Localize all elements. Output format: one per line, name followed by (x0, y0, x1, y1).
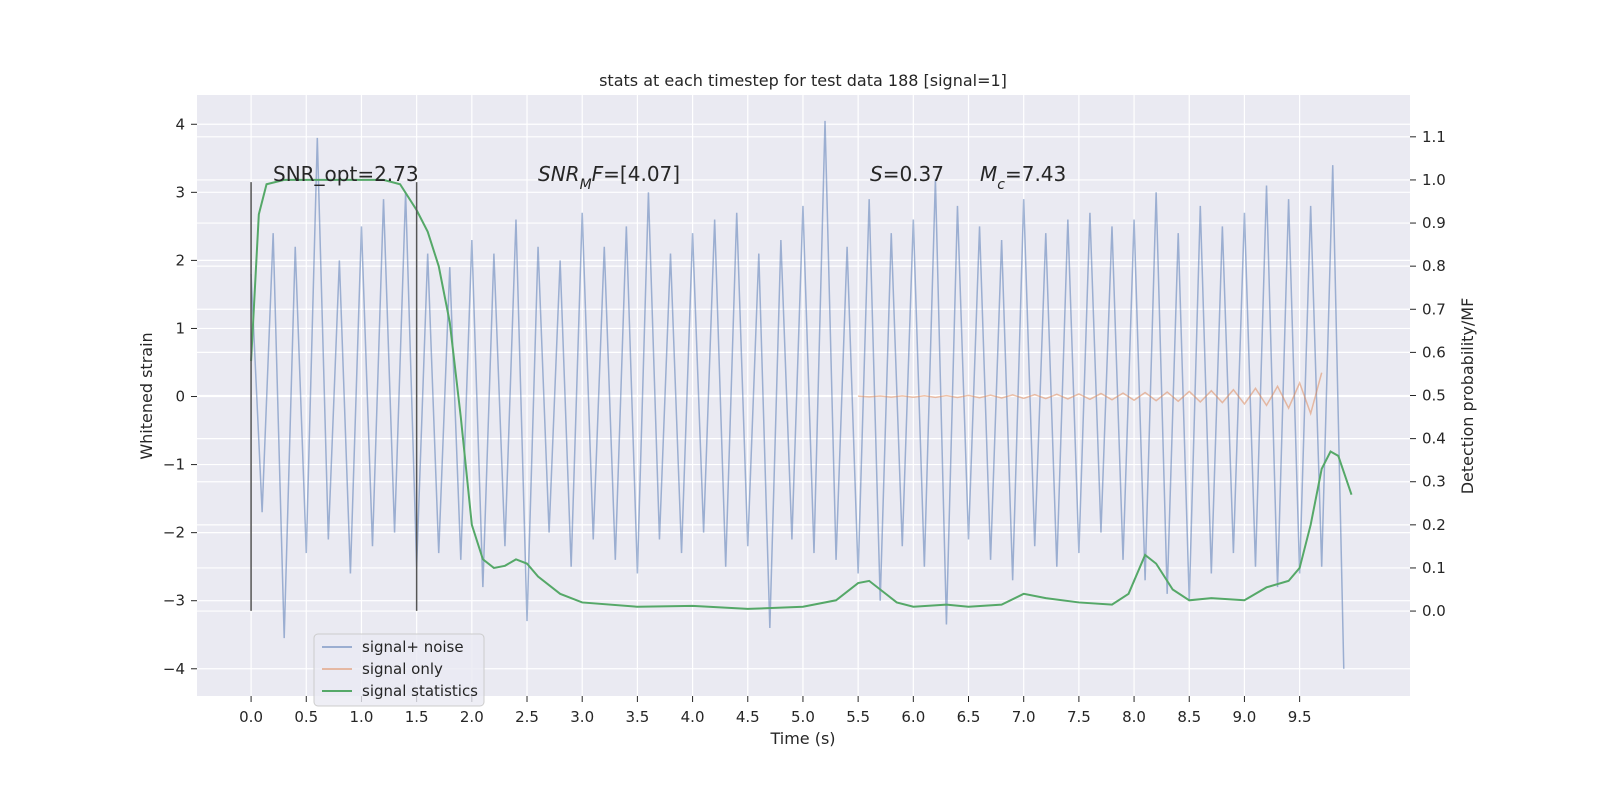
x-tick-label: 1.0 (350, 708, 374, 726)
y2-tick-label: 0.3 (1422, 473, 1446, 491)
series-line (858, 372, 1323, 417)
x-tick-label: 3.5 (625, 708, 649, 726)
annotation-part: S (870, 162, 883, 186)
y-tick-label: 4 (175, 115, 185, 133)
y-tick-label: −3 (163, 592, 185, 610)
series-line (250, 178, 1353, 610)
x-tick-label: 7.0 (1012, 708, 1036, 726)
y2-tick-label: 0.7 (1422, 300, 1446, 318)
x-axis-label: Time (s) (769, 729, 835, 748)
legend-label: signal+ noise (362, 638, 464, 656)
annotation-part: =0.37 (883, 162, 944, 186)
x-tick-label: 8.5 (1177, 708, 1201, 726)
annotation-part: SNR_opt=2.73 (273, 162, 419, 186)
x-tick-label: 7.5 (1067, 708, 1091, 726)
annotation-part: F (592, 162, 604, 186)
x-tick-label: 2.0 (460, 708, 484, 726)
x-tick-label: 0.0 (239, 708, 263, 726)
y2-tick-label: 1.0 (1422, 171, 1446, 189)
y2-tick-label: 0.5 (1422, 387, 1446, 405)
x-tick-label: 3.0 (570, 708, 594, 726)
annotation: SNR_opt=2.73 (273, 162, 419, 186)
annotation-part: M (580, 177, 592, 193)
y2-tick-label: 0.2 (1422, 516, 1446, 534)
x-tick-label: 2.5 (515, 708, 539, 726)
annotation: S=0.37 (870, 162, 944, 186)
y2-tick-label: 0.1 (1422, 559, 1446, 577)
annotation: SNRMF=[4.07] (538, 162, 680, 193)
y2-tick-label: 0.4 (1422, 430, 1446, 448)
x-tick-label: 0.5 (294, 708, 318, 726)
x-tick-label: 8.0 (1122, 708, 1146, 726)
x-tick-label: 5.5 (846, 708, 870, 726)
y-tick-label: −2 (163, 524, 185, 542)
annotation-part: =7.43 (1005, 162, 1066, 186)
y2-tick-label: 0.0 (1422, 602, 1446, 620)
x-tick-label: 4.0 (681, 708, 705, 726)
y-tick-label: 0 (175, 388, 185, 406)
legend-label: signal statistics (362, 682, 478, 700)
y-tick-label: −1 (163, 456, 185, 474)
y2-tick-label: 0.9 (1422, 214, 1446, 232)
x-tick-label: 6.0 (901, 708, 925, 726)
y2-axis-label: Detection probability/MF (1458, 298, 1477, 495)
y-tick-label: −4 (163, 660, 185, 678)
x-tick-label: 9.0 (1233, 708, 1257, 726)
legend-box (313, 633, 485, 707)
y2-tick-label: 0.8 (1422, 257, 1446, 275)
y2-tick-label: 1.1 (1422, 128, 1446, 146)
annotation: Mc=7.43 (980, 162, 1066, 193)
y-tick-label: 3 (175, 183, 185, 201)
annotation-part: SNR (538, 162, 580, 186)
x-tick-label: 5.0 (791, 708, 815, 726)
annotation-part: M (980, 162, 997, 186)
y-axis-label: Whitened strain (137, 332, 156, 459)
x-tick-label: 9.5 (1288, 708, 1312, 726)
chart-title: stats at each timestep for test data 188… (599, 71, 1007, 90)
x-tick-label: 4.5 (736, 708, 760, 726)
x-tick-label: 6.5 (957, 708, 981, 726)
annotation-part: c (997, 177, 1005, 193)
legend-label: signal only (362, 660, 443, 678)
series-line (250, 120, 1345, 669)
y2-tick-label: 0.6 (1422, 343, 1446, 361)
annotation-part: =[4.07] (603, 162, 680, 186)
x-tick-label: 1.5 (405, 708, 429, 726)
y-tick-label: 1 (175, 319, 185, 337)
y-tick-label: 2 (175, 251, 185, 269)
